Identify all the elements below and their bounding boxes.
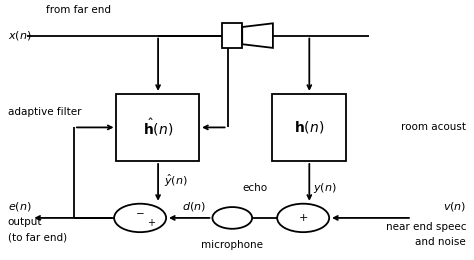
Text: near end speec: near end speec <box>386 222 466 232</box>
Text: and noise: and noise <box>416 237 466 248</box>
Bar <box>222 23 242 48</box>
Text: room acoust: room acoust <box>401 122 466 132</box>
Text: output: output <box>8 217 42 227</box>
Text: $d(n)$: $d(n)$ <box>182 200 206 213</box>
Text: $y(n)$: $y(n)$ <box>313 181 337 195</box>
Text: $v(n)$: $v(n)$ <box>443 200 466 213</box>
Text: $\mathbf{h}(n)$: $\mathbf{h}(n)$ <box>294 119 324 135</box>
Text: (to far end): (to far end) <box>8 232 67 242</box>
Bar <box>273 94 346 161</box>
Circle shape <box>114 204 166 232</box>
Text: from far end: from far end <box>46 5 110 15</box>
Bar <box>117 94 199 161</box>
Text: adaptive filter: adaptive filter <box>8 107 81 117</box>
Text: $-$: $-$ <box>135 206 145 217</box>
Text: $x(n)$: $x(n)$ <box>8 29 31 42</box>
Text: echo: echo <box>243 183 268 193</box>
Text: $\hat{y}(n)$: $\hat{y}(n)$ <box>164 172 187 188</box>
Circle shape <box>212 207 252 229</box>
Text: microphone: microphone <box>201 240 263 250</box>
Polygon shape <box>242 23 273 48</box>
Text: $+$: $+$ <box>147 217 156 228</box>
Text: $e(n)$: $e(n)$ <box>8 200 31 213</box>
Circle shape <box>277 204 329 232</box>
Text: $+$: $+$ <box>298 212 308 223</box>
Text: $\hat{\mathbf{h}}(n)$: $\hat{\mathbf{h}}(n)$ <box>143 117 173 138</box>
